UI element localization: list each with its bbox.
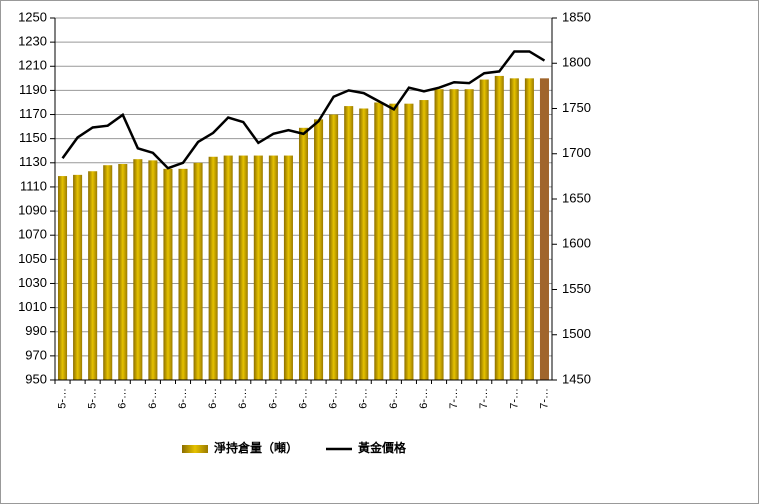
bar (88, 171, 98, 380)
y2-tick-label: 1550 (562, 281, 591, 296)
bar (314, 119, 324, 381)
y2-tick-label: 1650 (562, 190, 591, 205)
x-tick-label: 6-… (267, 388, 279, 409)
x-tick-label: 6-… (418, 388, 430, 409)
bar (193, 162, 203, 380)
bar (178, 168, 188, 380)
legend-label: 黃金價格 (357, 440, 407, 455)
y-tick-label: 1130 (19, 154, 47, 169)
bar (374, 102, 384, 380)
bar (163, 168, 173, 380)
y-tick-label: 1030 (18, 275, 47, 290)
y-tick-label: 1050 (18, 251, 47, 266)
y2-tick-label: 1450 (562, 371, 591, 386)
bar (208, 156, 218, 380)
bar (434, 89, 444, 381)
bar (464, 89, 474, 381)
bar (73, 174, 83, 380)
x-tick-label: 7-… (448, 388, 460, 409)
y-tick-label: 1090 (18, 203, 47, 218)
x-tick-label: 7-… (478, 388, 490, 409)
bar (298, 127, 309, 380)
x-tick-label: 6-… (328, 388, 340, 409)
x-tick-label: 5-… (87, 388, 99, 409)
bar (344, 106, 354, 380)
x-tick-label: 7-… (508, 388, 520, 409)
bar (419, 100, 429, 380)
line (61, 50, 546, 170)
x-tick-label: 6-… (177, 388, 189, 409)
bar (103, 165, 113, 380)
bar (494, 75, 504, 381)
x-tick-label: 6-… (237, 388, 249, 409)
y2-tick-label: 1600 (562, 236, 591, 251)
bar (509, 78, 519, 380)
x-tick-label: 6-… (358, 388, 370, 409)
bar (118, 164, 128, 380)
bar (449, 89, 459, 381)
y-tick-label: 1250 (18, 9, 47, 24)
x-tick-label: 5-… (56, 388, 68, 409)
bar (253, 155, 263, 380)
x-tick-label: 6-… (388, 388, 400, 409)
x-tick-label: 7-… (538, 388, 550, 409)
bar (238, 155, 248, 380)
bar (479, 79, 489, 380)
x-tick-label: 6-… (147, 388, 159, 409)
legend-swatch (182, 445, 208, 453)
y-tick-label: 1150 (19, 130, 47, 145)
y-tick-label: 1110 (20, 178, 47, 193)
y-tick-label: 1230 (18, 34, 47, 49)
y-tick-label: 970 (25, 347, 47, 362)
y2-tick-label: 1800 (562, 55, 591, 70)
bar (359, 108, 369, 380)
bar (389, 103, 399, 380)
bar (133, 159, 143, 380)
bar (404, 103, 414, 380)
y-tick-label: 1170 (19, 106, 47, 121)
y2-tick-label: 1850 (562, 9, 591, 24)
y2-tick-label: 1500 (562, 326, 591, 341)
bar (329, 114, 339, 381)
bar (524, 78, 534, 380)
bar (223, 155, 233, 380)
y-tick-label: 1210 (18, 58, 47, 73)
bar (539, 78, 549, 380)
bar (268, 155, 278, 380)
y-tick-label: 1070 (18, 227, 47, 242)
x-tick-label: 6-… (297, 388, 309, 409)
y-tick-label: 990 (25, 323, 47, 338)
y-tick-label: 1010 (18, 299, 47, 314)
y2-tick-label: 1700 (562, 145, 591, 160)
x-tick-label: 6-… (207, 388, 219, 409)
bar (283, 155, 293, 380)
bar (58, 176, 68, 380)
y-tick-label: 1190 (19, 82, 47, 97)
x-tick-label: 6-… (117, 388, 129, 409)
y-tick-label: 950 (25, 371, 47, 386)
legend-label: 淨持倉量（噸） (213, 440, 298, 455)
y2-tick-label: 1750 (562, 100, 591, 115)
bar (148, 160, 158, 380)
